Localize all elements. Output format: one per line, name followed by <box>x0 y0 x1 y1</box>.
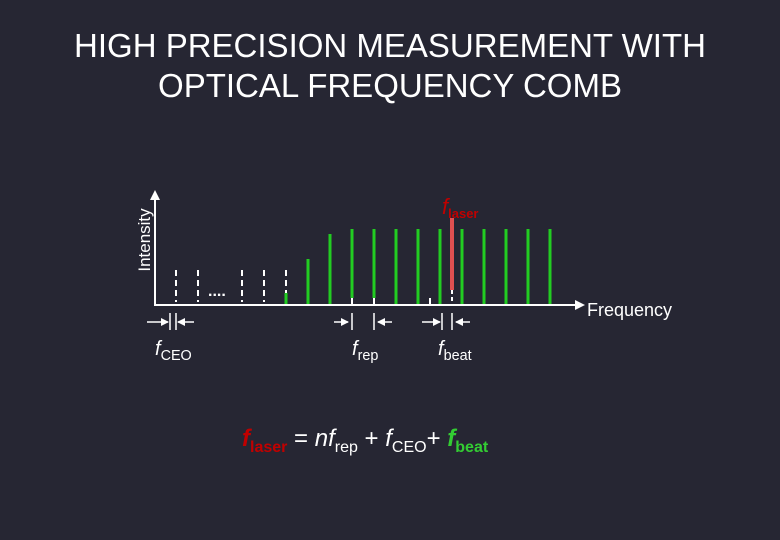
y-axis-label: Intensity <box>135 208 154 272</box>
f-laser-label: flaser <box>442 194 479 221</box>
eq-rep-subscript: rep <box>334 439 358 456</box>
eq-f-ceo: f <box>385 425 392 452</box>
eq-ceo-subscript: CEO <box>391 439 427 456</box>
eq-plus-1: + <box>357 425 386 452</box>
f-rep-label: frep <box>352 338 379 365</box>
slide-title: HIGH PRECISION MEASUREMENT WITH OPTICAL … <box>0 26 780 106</box>
f-beat-label: fbeat <box>438 338 472 365</box>
title-line-2: OPTICAL FREQUENCY COMB <box>158 67 622 104</box>
comb-lines <box>284 229 552 304</box>
f-ceo-label: fCEO <box>155 338 192 365</box>
eq-f-rep: f <box>328 425 335 452</box>
eq-equals: = <box>287 425 315 452</box>
title-line-1: HIGH PRECISION MEASUREMENT WITH <box>74 27 706 64</box>
eq-f-laser: f <box>242 425 250 452</box>
eq-laser-subscript: laser <box>250 439 288 456</box>
f-symbol: f <box>442 194 449 219</box>
rep-subscript: rep <box>357 348 379 365</box>
eq-plus-2: + <box>426 425 448 452</box>
eq-f-beat: f <box>447 425 456 452</box>
frequency-equation: flaser = nfrep + fCEO+ fbeat <box>242 425 489 456</box>
beat-subscript: beat <box>443 348 472 365</box>
eq-n: n <box>314 425 329 452</box>
eq-beat-subscript: beat <box>455 439 489 456</box>
ceo-subscript: CEO <box>160 348 192 365</box>
ellipsis: .... <box>208 283 226 300</box>
f-symbol: f <box>155 338 161 360</box>
f-symbol: f <box>438 338 444 360</box>
laser-subscript: laser <box>448 206 479 221</box>
f-symbol: f <box>352 338 358 360</box>
x-axis-label: Frequency <box>587 300 673 320</box>
